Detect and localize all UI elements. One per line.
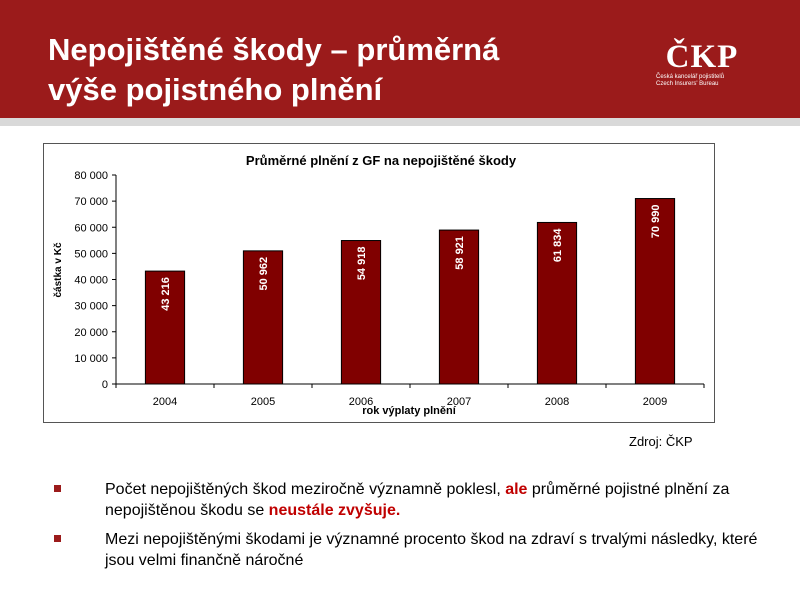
y-tick-label: 50 000	[74, 248, 108, 260]
x-tick-label: 2005	[251, 396, 275, 408]
square-bullet-icon	[54, 535, 61, 542]
y-tick-label: 30 000	[74, 301, 108, 313]
y-tick-label: 70 000	[74, 196, 108, 208]
bar-value-label: 43 216	[160, 277, 172, 311]
source-note: Zdroj: ČKP	[629, 434, 693, 449]
bullet-item: Počet nepojištěných škod meziročně význa…	[52, 479, 772, 521]
logo-subtitle-2: Czech Insurers' Bureau	[656, 81, 719, 87]
bar	[438, 229, 480, 385]
bar-value-label: 54 918	[356, 247, 368, 281]
square-bullet-icon	[54, 485, 61, 492]
y-tick-label: 80 000	[74, 170, 108, 182]
bar	[144, 270, 186, 385]
title-banner	[0, 0, 800, 118]
bar	[634, 198, 676, 385]
logo-wordmark: ČKP	[665, 39, 739, 75]
slide-title: Nepojištěné škody – průměrná výše pojist…	[48, 30, 499, 110]
x-tick-label: 2006	[349, 396, 373, 408]
bullet-item: Mezi nepojištěnými škodami je významné p…	[52, 529, 772, 571]
chart-title: Průměrné plnění z GF na nepojištěné škod…	[246, 153, 517, 168]
y-tick-label: 40 000	[74, 275, 108, 287]
bullet-list: Počet nepojištěných škod meziročně význa…	[52, 479, 772, 579]
slide-title-line-1: Nepojištěné škody – průměrná	[48, 32, 500, 67]
bar-value-label: 61 834	[552, 228, 564, 263]
chart-frame: Průměrné plnění z GF na nepojištěné škod…	[43, 143, 715, 423]
x-tick-label: 2004	[153, 396, 177, 408]
y-tick-label: 20 000	[74, 327, 108, 339]
bar-chart: Průměrné plnění z GF na nepojištěné škod…	[53, 153, 705, 417]
banner-divider	[0, 118, 800, 126]
bar	[340, 240, 382, 385]
y-tick-label: 60 000	[74, 222, 108, 234]
bar-value-label: 58 921	[454, 236, 466, 270]
bar-value-label: 50 962	[258, 257, 270, 291]
x-axis-label: rok výplaty plnění	[362, 405, 456, 417]
y-tick-label: 0	[102, 379, 108, 391]
x-tick-label: 2009	[643, 396, 667, 408]
y-axis-label: částka v Kč	[53, 242, 64, 297]
bar	[536, 221, 578, 385]
bar	[242, 250, 284, 385]
x-tick-label: 2008	[545, 396, 569, 408]
bullet-highlight: neustále zvyšuje.	[268, 502, 401, 519]
bar-value-label: 70 990	[650, 205, 662, 239]
x-tick-label: 2007	[447, 396, 471, 408]
y-tick-label: 10 000	[74, 353, 108, 365]
logo-subtitle-1: Česká kancelář pojistitelů	[656, 74, 725, 80]
bullet-text: Počet nepojištěných škod meziročně význa…	[105, 481, 506, 498]
ckp-logo: ČKP Česká kancelář pojistitelů Czech Ins…	[648, 40, 756, 106]
slide-title-line-2: výše pojistného plnění	[48, 72, 383, 107]
bullet-text: Mezi nepojištěnými škodami je významné p…	[105, 531, 758, 569]
bullet-highlight: ale	[505, 481, 528, 498]
bullet-text: průměrné pojistné plnění za nepojištěnou…	[105, 481, 730, 519]
